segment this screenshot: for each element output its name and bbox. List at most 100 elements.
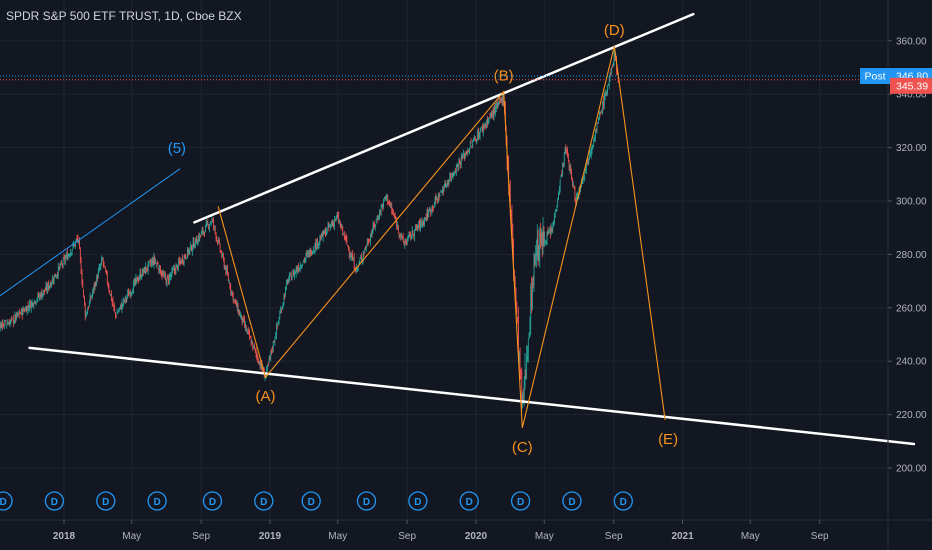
candle-body <box>48 286 50 289</box>
candle-body <box>328 225 330 228</box>
candle-body <box>555 210 557 212</box>
candle-body <box>296 268 298 271</box>
dividend-marker[interactable]: D <box>202 491 223 511</box>
candle-body <box>518 317 519 354</box>
candle-body <box>301 266 303 268</box>
time-axis[interactable]: 2018 May Sep 2019 May Sep 2020 May Sep 2021 May Sep <box>53 520 829 542</box>
candle-body <box>438 193 439 202</box>
candle-body <box>71 249 73 253</box>
dividend-marker[interactable]: D <box>147 491 167 511</box>
candle-body <box>170 274 172 277</box>
candle-body <box>14 314 16 321</box>
dividend-marker[interactable]: D <box>356 491 377 511</box>
dividend-marker[interactable]: D <box>459 491 479 511</box>
candle-body <box>77 237 79 240</box>
dividend-marker[interactable]: D <box>408 491 428 511</box>
candle-body <box>299 268 300 272</box>
dividend-marker[interactable]: D <box>44 491 65 511</box>
candle-body <box>442 189 443 193</box>
wave-path[interactable]: (A)(B)(C)(D)(E)(5) <box>168 22 678 456</box>
symbol-title[interactable]: SPDR S&P 500 ETF TRUST, 1D, Cboe BZX <box>6 9 242 23</box>
candle-body <box>531 287 532 308</box>
candle-body <box>464 153 466 156</box>
dividend-marker[interactable]: D <box>301 491 321 511</box>
candle-body <box>352 254 353 261</box>
candle-body <box>56 274 57 277</box>
candle-body <box>361 258 363 262</box>
candle-body <box>529 326 531 330</box>
candle-body <box>76 238 78 240</box>
y-tick-label: 220.00 <box>896 410 927 421</box>
candle-body <box>100 263 102 268</box>
candle-body <box>184 254 186 258</box>
candle-body <box>359 259 361 262</box>
elliott-wave-line[interactable] <box>217 45 666 429</box>
upper-trendline[interactable] <box>193 12 695 224</box>
candle-body <box>313 250 315 253</box>
trendlines[interactable] <box>0 12 916 446</box>
candle-body <box>366 246 367 249</box>
candle-body <box>70 251 71 257</box>
candle-body <box>210 222 212 224</box>
candle-body <box>613 51 615 65</box>
candle-body <box>488 118 490 120</box>
candle-body <box>62 258 64 267</box>
candle-body <box>321 233 322 239</box>
candle-body <box>372 224 374 233</box>
candle-body <box>73 244 75 246</box>
candle-body <box>61 263 62 264</box>
candle-body <box>125 298 127 300</box>
candle-body <box>382 204 384 208</box>
price-axis[interactable]: 200.00 220.00 240.00 260.00 280.00 300.00 320.… <box>888 36 927 475</box>
candle-body <box>233 299 235 300</box>
candle-body <box>539 232 541 260</box>
candle-body <box>387 195 389 203</box>
candle-body <box>294 271 296 273</box>
candle-body <box>343 233 344 234</box>
candle-body <box>562 164 563 177</box>
dividend-marker[interactable]: D <box>254 491 274 511</box>
candle-body <box>236 301 237 307</box>
candle-body <box>367 240 369 244</box>
candle-body <box>478 131 479 138</box>
candle-body <box>87 309 89 314</box>
candle-body <box>247 330 249 332</box>
candle-body <box>254 346 255 348</box>
candle-body <box>451 173 452 179</box>
lower-trendline[interactable] <box>28 346 916 446</box>
candle-body <box>226 269 227 274</box>
candle-body <box>173 268 174 270</box>
candle-body <box>556 205 558 209</box>
candle-body <box>147 262 149 271</box>
dividend-marker[interactable]: D <box>510 491 531 511</box>
candle-body <box>524 364 526 386</box>
dividend-letter: D <box>568 497 575 508</box>
candle-body <box>466 152 468 154</box>
candle-body <box>230 286 232 292</box>
candle-body <box>277 321 279 325</box>
candle-body <box>520 374 522 376</box>
post-tag-label: Post <box>864 71 885 83</box>
candle-body <box>500 97 502 102</box>
candle-body <box>240 314 241 317</box>
candle-body <box>242 318 244 323</box>
candle-body <box>344 236 346 237</box>
candle-body <box>79 238 80 250</box>
candle-body <box>330 224 332 227</box>
dividend-marker[interactable]: D <box>613 491 633 511</box>
candle-body <box>16 313 17 320</box>
candle-body <box>107 284 109 287</box>
candle-body <box>188 249 190 253</box>
candle-body <box>473 139 474 142</box>
wave-5-trendline[interactable] <box>0 168 181 324</box>
dividend-letter: D <box>308 497 315 508</box>
dividend-marker[interactable]: D <box>562 491 582 511</box>
candle-body <box>6 324 8 326</box>
candle-body <box>321 232 323 238</box>
dividend-marker[interactable]: D <box>0 491 13 511</box>
candle-body <box>483 125 485 127</box>
dividend-marker[interactable]: D <box>96 491 116 511</box>
